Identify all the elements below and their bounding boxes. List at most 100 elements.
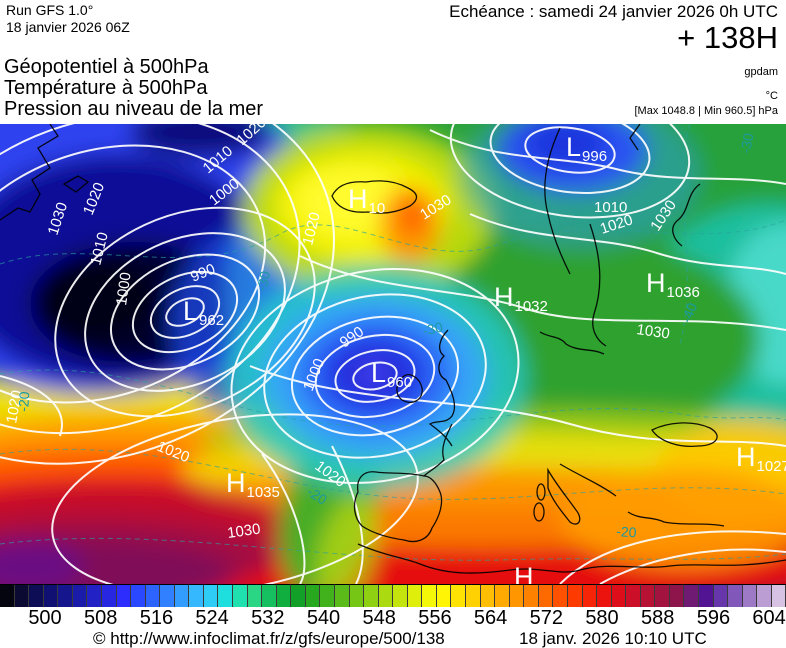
forecast-hour: + 138H bbox=[677, 20, 778, 55]
temperature-label: -20 bbox=[15, 391, 32, 413]
footer: © http://www.infoclimat.fr/z/gfs/europe/… bbox=[0, 629, 786, 648]
colorbar-tick: 532 bbox=[251, 607, 285, 629]
colorbar-tick: 596 bbox=[696, 607, 731, 629]
colorbar-cell bbox=[14, 585, 30, 607]
colorbar-tick: 564 bbox=[473, 607, 508, 629]
temperature-label: -30 bbox=[253, 269, 273, 292]
colorbar-cell bbox=[160, 585, 175, 607]
colorbar-cell bbox=[480, 585, 496, 607]
colorbar-cell bbox=[742, 585, 758, 607]
colorbar-tick: 548 bbox=[362, 607, 396, 629]
colorbar-cell bbox=[640, 585, 656, 607]
colorbar-cell bbox=[0, 585, 15, 607]
isobar-label: 1030 bbox=[635, 321, 670, 342]
valid-time: Echéance : samedi 24 janvier 2026 0h UTC bbox=[449, 2, 778, 21]
colorbar-cell bbox=[203, 585, 219, 607]
colorbar-cell bbox=[116, 585, 132, 607]
colorbar-cell bbox=[553, 585, 568, 607]
colorbar-cell bbox=[495, 585, 510, 607]
colorbar-cell bbox=[582, 585, 598, 607]
colorbar-cell bbox=[334, 585, 350, 607]
colorbar-cell bbox=[451, 585, 466, 607]
colorbar-tick-labels: 500 508 516 524 532 540 548 556 564 572 580 588 596 6… bbox=[0, 607, 786, 631]
colorbar-cell bbox=[72, 585, 88, 607]
run-date: 18 janvier 2026 06Z bbox=[6, 19, 130, 35]
colorbar-cell bbox=[247, 585, 263, 607]
colorbar-cell bbox=[218, 585, 233, 607]
colorbar-cell bbox=[305, 585, 321, 607]
colorbar-cell bbox=[276, 585, 292, 607]
colorbar-tick: 556 bbox=[418, 607, 452, 629]
colorbar-cell bbox=[393, 585, 408, 607]
isobar-label: 1020 bbox=[3, 389, 26, 425]
generation-time: 18 janv. 2026 10:10 UTC bbox=[519, 629, 707, 648]
run-model: Run GFS 1.0° bbox=[6, 2, 94, 18]
colorbar-cell bbox=[87, 585, 102, 607]
colorbar-cell bbox=[538, 585, 554, 607]
colorbar-cell bbox=[43, 585, 59, 607]
temperature-label: -20 bbox=[616, 523, 638, 540]
colorbar-cell bbox=[422, 585, 437, 607]
colorbar-tick: 580 bbox=[585, 607, 619, 629]
colorbar-tick: 540 bbox=[306, 607, 341, 629]
colorbar-cell bbox=[684, 585, 699, 607]
temperature-label: -40 bbox=[678, 300, 700, 325]
unit-temperature: °C bbox=[765, 90, 778, 102]
coastlines bbox=[0, 124, 786, 574]
title-temperature: Température à 500hPa bbox=[4, 77, 208, 99]
colorbar-cell bbox=[626, 585, 641, 607]
colorbar-cell bbox=[509, 585, 525, 607]
colorbar-cell bbox=[174, 585, 190, 607]
colorbar-cell bbox=[58, 585, 73, 607]
colorbar-cell bbox=[349, 585, 365, 607]
weather-map: 1030 1020 1010 1000 990 1020 1010 1000 990 1000 10… bbox=[0, 124, 786, 584]
colorbar-cell bbox=[233, 585, 248, 607]
colorbar-tick: 572 bbox=[529, 607, 563, 629]
title-geopotential: Géopotentiel à 500hPa bbox=[4, 56, 209, 78]
colorbar-cell bbox=[189, 585, 204, 607]
colorbar-cell bbox=[611, 585, 627, 607]
colorbar-tick: 588 bbox=[641, 607, 675, 629]
colorbar-cell bbox=[320, 585, 335, 607]
colorbar-cell bbox=[757, 585, 772, 607]
colorbar-cell bbox=[466, 585, 481, 607]
colorbar-cell bbox=[407, 585, 423, 607]
colorbar-cell bbox=[29, 585, 44, 607]
colorbar-cell bbox=[597, 585, 612, 607]
unit-geopotential: gpdam bbox=[744, 66, 778, 78]
colorbar-cell bbox=[713, 585, 729, 607]
colorbar-cell bbox=[291, 585, 306, 607]
isobar-label: 1000 bbox=[113, 271, 134, 306]
colorbar-cell bbox=[771, 585, 786, 607]
colorbar-cell bbox=[699, 585, 714, 607]
colorbar-cell bbox=[655, 585, 670, 607]
colorbar-tick: 524 bbox=[195, 607, 229, 629]
isobar-label: 1030 bbox=[226, 520, 261, 541]
colorbar-cell bbox=[101, 585, 117, 607]
colorbar-tick: 516 bbox=[139, 607, 174, 629]
colorbar-cell bbox=[524, 585, 539, 607]
colorbar-cell bbox=[131, 585, 146, 607]
colorbar-cell bbox=[567, 585, 583, 607]
colorbar-cell bbox=[145, 585, 161, 607]
title-pressure: Pression au niveau de la mer bbox=[4, 98, 264, 120]
colorbar-tick: 500 bbox=[28, 607, 62, 629]
copyright-url: © http://www.infoclimat.fr/z/gfs/europe/… bbox=[93, 629, 445, 648]
isobar-label: 1010 bbox=[594, 199, 627, 216]
colorbar-cell bbox=[378, 585, 394, 607]
colorbar-cell bbox=[436, 585, 452, 607]
pressure-range: [Max 1048.8 | Min 960.5] hPa bbox=[634, 105, 779, 117]
colorbar-tick: 604 bbox=[752, 607, 786, 629]
colorbar-cell bbox=[262, 585, 277, 607]
colorbar-cell bbox=[669, 585, 685, 607]
temperature-label: -30 bbox=[421, 318, 445, 338]
pressure-center-H: H bbox=[514, 562, 534, 584]
run-info: Run GFS 1.0° 18 janvier 2026 06Z bbox=[6, 2, 130, 36]
geopotential-colorbar bbox=[0, 584, 786, 607]
colorbar-cell bbox=[728, 585, 743, 607]
colorbar-tick: 508 bbox=[84, 607, 118, 629]
colorbar-cell bbox=[364, 585, 379, 607]
temperature-label: -30 bbox=[737, 132, 756, 155]
